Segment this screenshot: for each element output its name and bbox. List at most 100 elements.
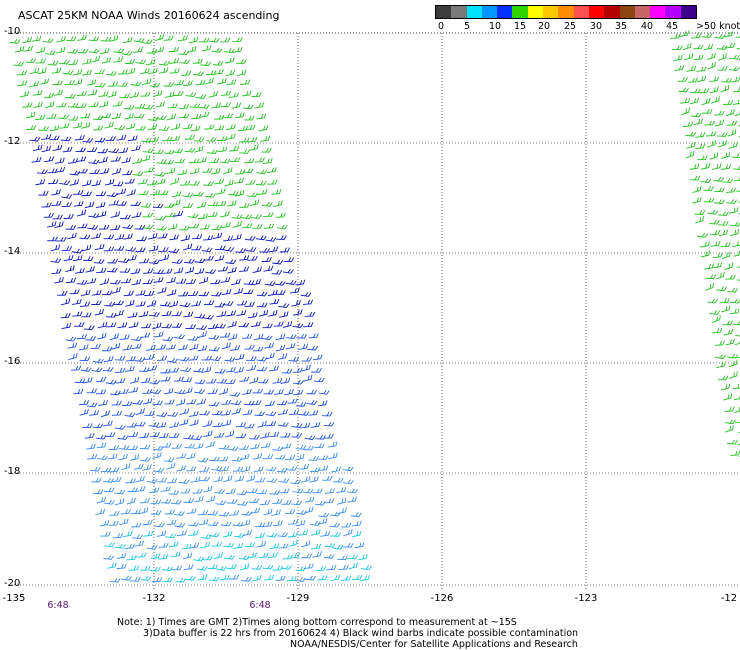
wind-barb	[678, 87, 689, 93]
wind-barb	[693, 44, 704, 50]
wind-barb	[174, 79, 185, 86]
wind-barb	[38, 126, 49, 132]
wind-barb	[102, 290, 113, 296]
wind-barb	[215, 500, 227, 506]
wind-barb	[109, 467, 120, 473]
wind-barb	[186, 466, 197, 472]
wind-barb	[130, 576, 141, 582]
wind-barb	[700, 250, 711, 258]
wind-barb	[183, 258, 195, 264]
wind-barb	[218, 388, 229, 395]
wind-barb	[337, 555, 348, 561]
wind-barb	[49, 135, 60, 141]
wind-barb	[142, 224, 154, 230]
wind-barb	[239, 149, 251, 154]
wind-barb	[305, 575, 316, 581]
wind-barb	[306, 400, 318, 405]
wind-barb	[347, 496, 357, 503]
wind-barb	[52, 214, 63, 220]
wind-barb	[61, 193, 73, 199]
wind-barb	[196, 398, 207, 405]
wind-barb	[97, 455, 108, 461]
wind-barb	[169, 58, 180, 64]
wind-barb	[119, 93, 131, 99]
wind-barb	[183, 311, 194, 318]
wind-barb	[138, 311, 149, 318]
wind-barb	[116, 134, 127, 141]
wind-barb	[160, 442, 172, 448]
wind-barb	[118, 147, 129, 154]
wind-barb	[68, 59, 79, 66]
legend-swatch	[512, 6, 528, 18]
wind-barb	[224, 554, 236, 560]
wind-barb	[259, 499, 271, 506]
wind-barb	[709, 310, 721, 315]
wind-barb	[290, 552, 300, 559]
wind-barb	[149, 311, 160, 317]
wind-barb	[145, 344, 156, 351]
wind-barb	[166, 113, 176, 121]
wind-barb	[178, 344, 188, 351]
wind-barb	[673, 54, 683, 62]
wind-barb	[295, 509, 307, 515]
wind-barb	[254, 411, 265, 417]
wind-barb	[223, 235, 234, 242]
wind-barb	[715, 271, 725, 280]
wind-barb	[99, 278, 110, 286]
wind-barb	[207, 510, 219, 516]
wind-barb	[696, 66, 707, 72]
wind-barb	[220, 332, 231, 338]
wind-barb	[341, 522, 352, 528]
wind-barb	[167, 223, 178, 230]
wind-barb	[127, 487, 139, 493]
wind-barb	[736, 44, 740, 50]
wind-barb	[178, 35, 188, 42]
wind-barb	[276, 467, 288, 473]
wind-barb	[95, 191, 107, 196]
wind-barb	[223, 475, 233, 483]
wind-barb	[213, 552, 223, 560]
wind-barb	[72, 122, 83, 129]
legend-label: 10	[489, 21, 502, 32]
wind-barb	[67, 342, 78, 349]
wind-barb	[712, 262, 723, 269]
wind-barb	[108, 35, 119, 42]
wind-barb	[107, 562, 117, 569]
wind-barb	[140, 203, 152, 208]
wind-barb	[78, 400, 90, 406]
wind-barb	[80, 122, 91, 129]
wind-barb	[351, 520, 362, 527]
wind-barb	[314, 443, 325, 449]
wind-barb	[296, 333, 307, 339]
wind-barb	[272, 565, 283, 571]
wind-barb	[111, 476, 122, 482]
wind-barb	[143, 268, 154, 274]
wind-barb	[111, 112, 122, 120]
wind-barb	[725, 42, 736, 49]
wind-barb	[717, 375, 729, 381]
wind-barb	[135, 486, 146, 492]
wind-barb	[58, 114, 70, 120]
wind-barb	[144, 290, 155, 297]
wind-barb	[235, 433, 247, 439]
wind-barb	[262, 158, 273, 165]
wind-barb	[704, 263, 714, 270]
wind-barb	[210, 279, 221, 285]
wind-barb	[138, 190, 149, 196]
wind-barb	[718, 211, 729, 217]
wind-barb	[267, 179, 278, 185]
wind-barb	[133, 46, 143, 53]
wind-barb	[153, 149, 164, 155]
wind-barb	[171, 123, 181, 131]
wind-barb	[192, 58, 203, 64]
wind-barb	[141, 323, 152, 329]
wind-barb	[342, 479, 354, 485]
wind-barb	[61, 322, 72, 330]
wind-barb	[142, 212, 154, 218]
wind-barb	[188, 410, 199, 417]
wind-barb	[86, 402, 98, 408]
wind-barb	[310, 467, 321, 472]
wind-barb	[142, 279, 153, 285]
wind-barb	[14, 46, 25, 53]
wind-barb	[199, 410, 211, 416]
